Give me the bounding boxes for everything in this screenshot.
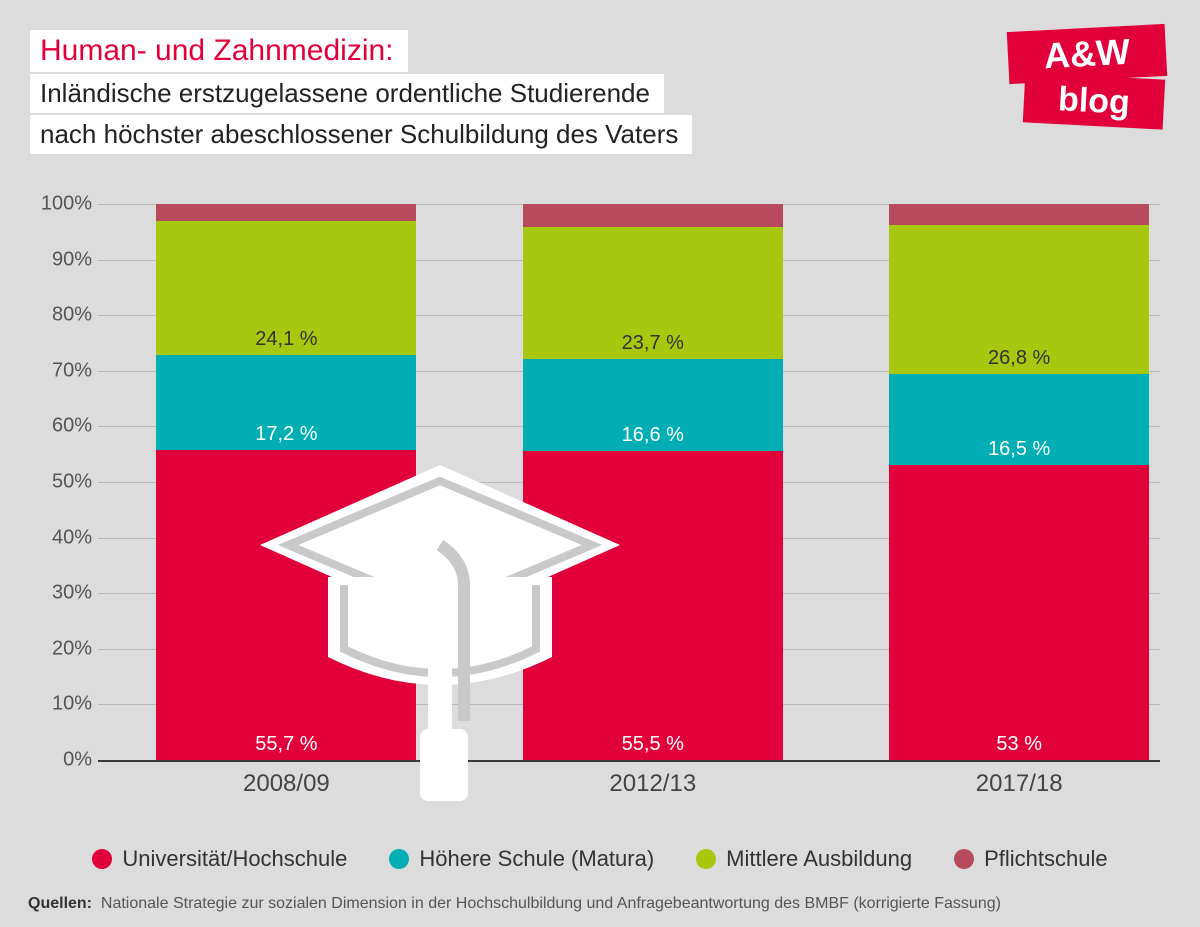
y-axis-label: 40% xyxy=(40,526,92,549)
y-axis-label: 10% xyxy=(40,693,92,716)
plot-area: 0%10%20%30%40%50%60%70%80%90%100%55,7 %1… xyxy=(98,204,1160,762)
bar-segment-uni: 55,5 % xyxy=(523,451,783,760)
source-text: Nationale Strategie zur sozialen Dimensi… xyxy=(101,895,1001,912)
source-line: Quellen: Nationale Strategie zur soziale… xyxy=(28,895,1001,913)
legend-item-pflicht: Pflichtschule xyxy=(954,846,1108,872)
bar-value-label: 53 % xyxy=(889,733,1149,756)
bar-group: 55,7 %17,2 %24,1 %2008/09 xyxy=(156,204,416,760)
title-sub-line-1: Inländische erstzugelassene ordentliche … xyxy=(30,74,664,113)
y-axis-label: 80% xyxy=(40,304,92,327)
bar-segment-uni: 53 % xyxy=(889,465,1149,760)
title-sub-1: Inländische erstzugelassene ordentliche … xyxy=(40,78,650,108)
bar-segment-pflicht xyxy=(889,204,1149,225)
legend-item-mittel: Mittlere Ausbildung xyxy=(696,846,912,872)
aw-blog-logo: A&W blog xyxy=(1002,22,1172,132)
title-main: Human- und Zahnmedizin: xyxy=(40,34,394,67)
y-axis-label: 90% xyxy=(40,248,92,271)
chart-title-block: Human- und Zahnmedizin: Inländische erst… xyxy=(30,30,692,156)
logo-line-2: blog xyxy=(1023,72,1165,129)
y-axis-label: 70% xyxy=(40,359,92,382)
y-axis-label: 50% xyxy=(40,471,92,494)
bar-segment-matura: 16,5 % xyxy=(889,374,1149,466)
legend-label: Pflichtschule xyxy=(984,846,1108,872)
stacked-bar-chart: 0% 10% 20% 30% 40% 50% 60% 70% 80% 90% 100% 55,7 % 1… xyxy=(40,196,1170,794)
legend-label: Höhere Schule (Matura) xyxy=(419,846,654,872)
bar-value-label: 26,8 % xyxy=(889,347,1149,370)
source-label: Quellen: xyxy=(28,895,92,912)
bar-value-label: 23,7 % xyxy=(523,332,783,355)
legend-label: Universität/Hochschule xyxy=(122,846,347,872)
y-axis-label: 0% xyxy=(40,749,92,772)
title-main-line: Human- und Zahnmedizin: xyxy=(30,30,408,72)
bar-segment-uni: 55,7 % xyxy=(156,450,416,760)
y-axis-label: 30% xyxy=(40,582,92,605)
bar-value-label: 16,5 % xyxy=(889,438,1149,461)
title-sub-2: nach höchster abeschlossener Schulbildun… xyxy=(40,119,678,149)
legend-swatch xyxy=(389,849,409,869)
bar-segment-pflicht xyxy=(156,204,416,221)
legend: Universität/Hochschule Höhere Schule (Mat… xyxy=(0,846,1200,872)
bar-group: 53 %16,5 %26,8 %2017/18 xyxy=(889,204,1149,760)
legend-swatch xyxy=(92,849,112,869)
title-sub-line-2: nach höchster abeschlossener Schulbildun… xyxy=(30,115,692,154)
y-axis-label: 60% xyxy=(40,415,92,438)
y-axis-label: 20% xyxy=(40,637,92,660)
legend-swatch xyxy=(954,849,974,869)
bar-segment-mittel: 23,7 % xyxy=(523,227,783,359)
bar-segment-mittel: 26,8 % xyxy=(889,225,1149,374)
x-axis-label: 2012/13 xyxy=(523,760,783,798)
bar-value-label: 55,7 % xyxy=(156,733,416,756)
bar-value-label: 16,6 % xyxy=(523,424,783,447)
legend-item-uni: Universität/Hochschule xyxy=(92,846,347,872)
bar-value-label: 17,2 % xyxy=(156,423,416,446)
x-axis-label: 2017/18 xyxy=(889,760,1149,798)
bar-group: 55,5 %16,6 %23,7 %2012/13 xyxy=(523,204,783,760)
legend-label: Mittlere Ausbildung xyxy=(726,846,912,872)
y-axis-label: 100% xyxy=(40,193,92,216)
bar-value-label: 55,5 % xyxy=(523,733,783,756)
legend-swatch xyxy=(696,849,716,869)
legend-item-matura: Höhere Schule (Matura) xyxy=(389,846,654,872)
bar-segment-matura: 16,6 % xyxy=(523,359,783,451)
bar-segment-mittel: 24,1 % xyxy=(156,221,416,355)
bar-segment-pflicht xyxy=(523,204,783,227)
bar-value-label: 24,1 % xyxy=(156,328,416,351)
x-axis-label: 2008/09 xyxy=(156,760,416,798)
bar-segment-matura: 17,2 % xyxy=(156,355,416,451)
